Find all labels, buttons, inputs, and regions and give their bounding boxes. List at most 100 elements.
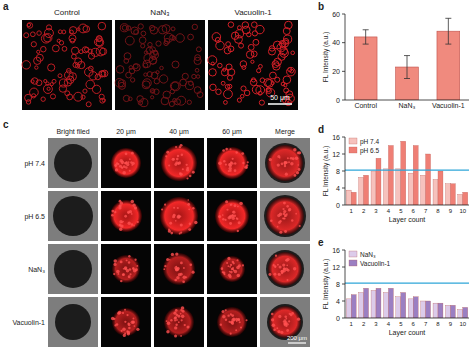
cell [223,68,226,71]
cell [253,39,259,45]
speckle [129,158,131,160]
speckle [289,313,291,315]
cell [218,63,223,68]
speckle [288,208,291,211]
speckle [230,264,232,266]
cell [52,45,59,52]
cell [163,91,170,98]
speckle [286,329,289,332]
cell [244,90,250,96]
speckle [192,271,195,274]
scale-bar-label: 200 μm [287,335,307,341]
speckle [189,175,191,177]
cell [177,96,186,105]
bar [376,288,381,318]
speckle [283,319,286,322]
cell [72,54,77,59]
cell [208,56,217,65]
speckle [126,259,128,261]
speckle [123,268,125,270]
y-tick-label: 16 [332,134,340,141]
micrograph [208,20,298,110]
chart-b: b0204060ControlNaN₃Vacuolin-1FL Intensit… [318,1,469,109]
y-tick [342,301,345,302]
speckle [236,217,238,219]
speckle [174,317,177,320]
speckle [284,161,288,165]
speckle [176,266,178,268]
speckle [174,335,177,338]
micrograph [260,191,310,241]
cell [223,100,227,104]
speckle [283,202,286,205]
micrograph [207,191,257,241]
speckle [170,232,173,235]
bar [388,146,393,206]
y-tick [342,205,345,206]
cell [144,73,147,76]
legend-label: pH 6.5 [360,147,380,155]
error-cap [445,18,451,19]
cell [148,42,152,46]
speckle [227,257,230,260]
speckle [278,273,281,276]
speckle [111,214,114,217]
micrograph [154,191,204,241]
speckle [292,157,295,160]
speckle [179,172,181,174]
speckle [272,323,276,327]
bar [450,184,455,205]
bar [346,190,351,205]
speckle [274,273,277,276]
cell [133,64,138,69]
spheroid [55,304,91,340]
speckle [134,259,136,261]
speckle [230,313,232,315]
cell [272,61,279,68]
x-tick-label: 10 [459,208,466,214]
speckle [182,280,185,283]
speckle [237,206,239,208]
speckle [177,215,181,219]
cell [278,53,285,60]
cell [231,32,238,39]
speckle [120,280,122,282]
cell [35,66,38,69]
cell [48,64,55,71]
y-tick [342,284,345,285]
speckle [116,270,120,274]
speckle [288,161,290,163]
speckle [234,162,237,165]
speckle [230,271,233,274]
speckle [229,222,232,225]
cell [50,83,53,86]
cell [71,47,78,54]
speckle [128,275,131,278]
cell [96,36,102,42]
cell [268,48,275,55]
speckle [294,174,297,177]
y-tick-label: 0 [336,315,340,322]
y-tick [342,14,345,15]
speckle [231,322,234,325]
cell [224,47,231,54]
panel-label: b [318,1,324,12]
legend-label: pH 7.4 [360,138,380,146]
speckle [119,220,122,223]
speckle [229,266,231,268]
speckle [122,273,125,276]
cell [98,22,106,30]
cell [101,70,108,77]
speckle [232,158,234,160]
cell [150,50,159,59]
speckle [168,164,170,166]
speckle [286,318,288,320]
speckle [179,233,181,235]
speckle [280,331,283,334]
x-tick-label: 7 [424,321,428,327]
speckle [285,173,288,176]
cell [58,30,62,34]
speckle [286,279,288,281]
cell [240,94,244,98]
y-axis [345,14,346,100]
